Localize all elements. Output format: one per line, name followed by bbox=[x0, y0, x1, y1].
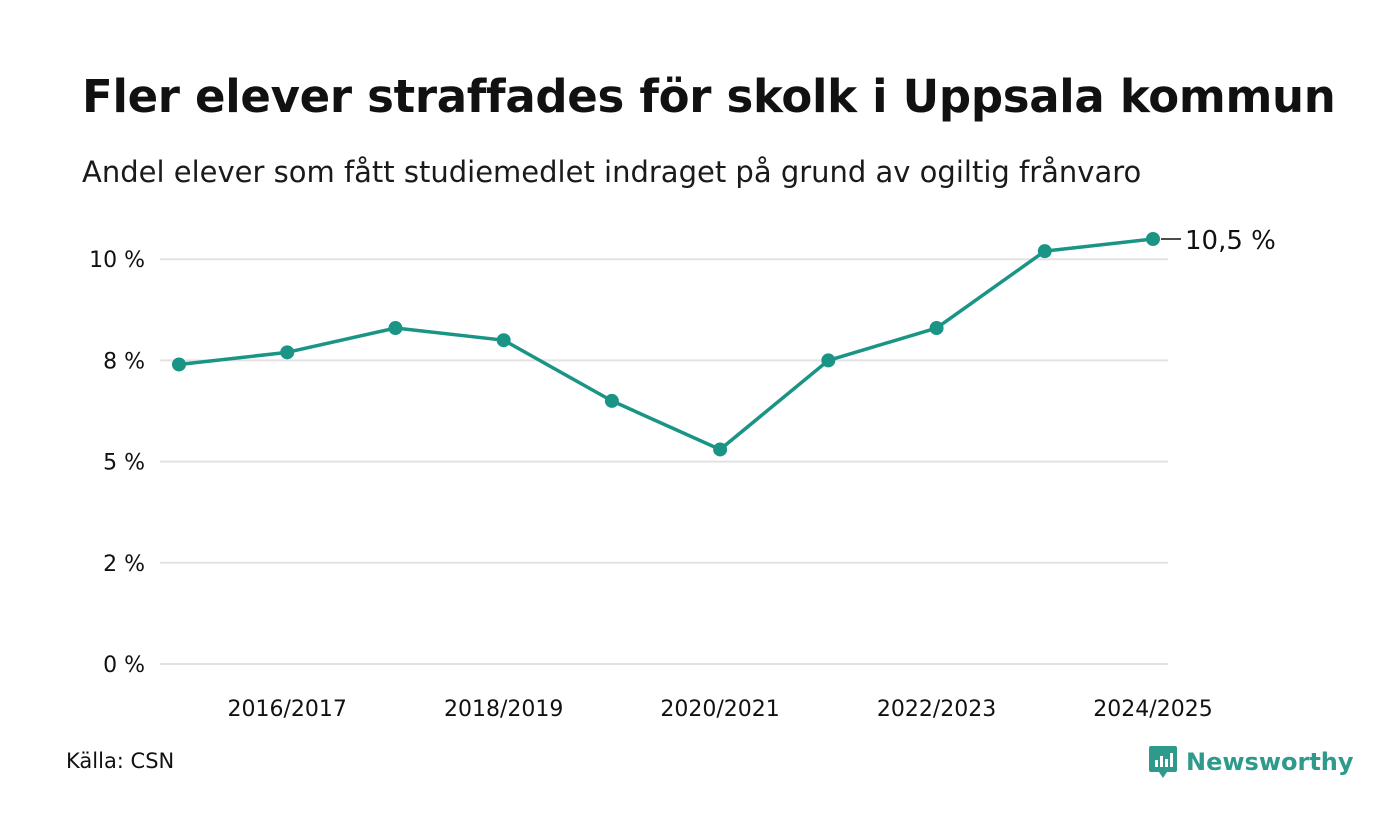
x-tick-label: 2016/2017 bbox=[228, 697, 347, 722]
data-point[interactable] bbox=[929, 321, 944, 336]
data-point[interactable] bbox=[388, 321, 403, 336]
y-tick-label: 10 % bbox=[89, 248, 145, 273]
x-tick-label: 2024/2025 bbox=[1093, 697, 1212, 722]
data-point[interactable] bbox=[604, 393, 619, 408]
y-tick-label: 5 % bbox=[103, 451, 145, 476]
data-point[interactable] bbox=[1146, 232, 1160, 246]
brand-logo[interactable]: Newsworthy bbox=[1148, 744, 1354, 780]
brand-name: Newsworthy bbox=[1186, 748, 1354, 776]
chart-subtitle: Andel elever som fått studiemedlet indra… bbox=[82, 155, 1142, 189]
data-point[interactable] bbox=[280, 345, 295, 360]
data-point[interactable] bbox=[496, 333, 511, 348]
data-point[interactable] bbox=[821, 353, 836, 368]
y-tick-label: 2 % bbox=[103, 552, 145, 577]
data-point[interactable] bbox=[172, 357, 186, 372]
y-tick-label: 0 % bbox=[103, 653, 145, 678]
data-point[interactable] bbox=[1037, 244, 1052, 259]
x-tick-label: 2022/2023 bbox=[877, 697, 996, 722]
y-tick-label: 8 % bbox=[103, 349, 145, 374]
chart-title: Fler elever straffades för skolk i Uppsa… bbox=[82, 70, 1336, 123]
end-value-label: 10,5 % bbox=[1185, 226, 1276, 256]
newsworthy-logo-icon bbox=[1149, 746, 1177, 778]
x-tick-label: 2018/2019 bbox=[444, 697, 563, 722]
data-point[interactable] bbox=[713, 442, 728, 457]
source-label: Källa: CSN bbox=[66, 749, 175, 773]
x-tick-label: 2020/2021 bbox=[660, 697, 779, 722]
series-line bbox=[178, 237, 1154, 452]
